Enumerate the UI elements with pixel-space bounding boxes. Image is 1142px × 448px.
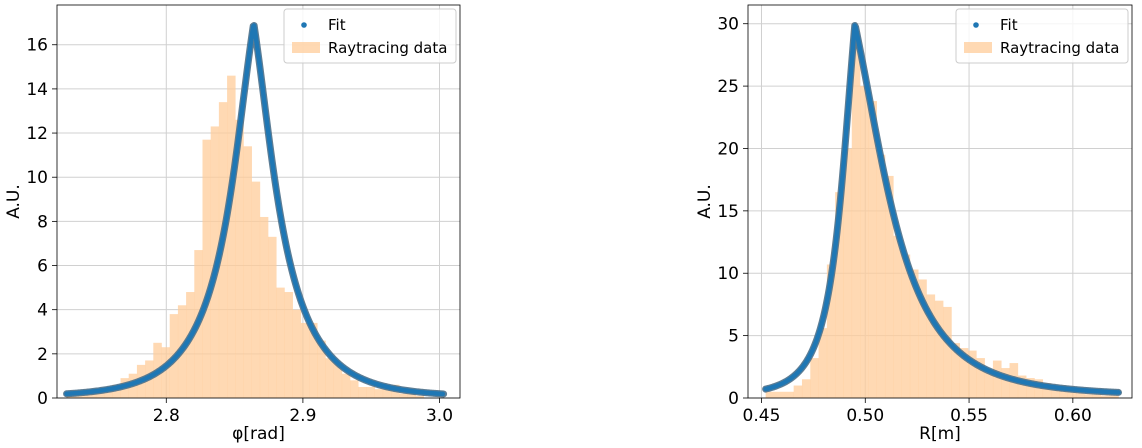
y-tick-label: 25 bbox=[717, 77, 739, 97]
x-tick-label: 2.9 bbox=[289, 406, 316, 426]
histogram-bar bbox=[260, 217, 268, 398]
y-tick-label: 5 bbox=[728, 327, 739, 347]
y-tick-label: 8 bbox=[37, 212, 48, 232]
histogram-bar bbox=[893, 236, 902, 398]
y-axis-label: A.U. bbox=[4, 184, 24, 219]
histogram-bar bbox=[202, 140, 210, 398]
legend: Fit Raytracing data bbox=[956, 9, 1128, 63]
legend-label: Raytracing data bbox=[1000, 39, 1119, 57]
histogram-bar bbox=[284, 292, 292, 398]
y-tick-label: 14 bbox=[26, 80, 48, 100]
histogram-bar bbox=[325, 358, 333, 398]
legend: Fit Raytracing data bbox=[284, 9, 456, 63]
legend-label: Fit bbox=[1000, 16, 1018, 34]
histogram-bar bbox=[993, 361, 1002, 398]
chart-1: 2.8 2.9 3.0 0 2 4 6 8 10 12 14 16 φ[rad] A.U. Fit Raytr… bbox=[4, 5, 460, 443]
histogram-bar bbox=[935, 301, 944, 398]
histogram-bar bbox=[366, 387, 374, 398]
fit-curve bbox=[766, 26, 1119, 393]
legend-marker-fit bbox=[301, 22, 307, 28]
y-tick-label: 12 bbox=[26, 124, 48, 144]
y-tick-label: 10 bbox=[26, 168, 48, 188]
y-tick-label: 20 bbox=[717, 139, 739, 159]
histogram-bar bbox=[985, 373, 994, 398]
histogram-bar bbox=[802, 379, 811, 398]
y-tick-label: 6 bbox=[37, 257, 48, 277]
histogram-bar bbox=[243, 146, 251, 398]
histogram-bar bbox=[301, 323, 309, 398]
legend-marker-raytracing bbox=[964, 42, 992, 53]
histogram-bar bbox=[293, 310, 301, 398]
histogram-bar bbox=[399, 394, 407, 398]
histogram-bar bbox=[227, 76, 235, 398]
legend-marker-raytracing bbox=[292, 42, 320, 53]
y-tick-label: 10 bbox=[717, 264, 739, 284]
histogram-bar bbox=[943, 307, 952, 398]
histogram-bar bbox=[766, 392, 794, 398]
chart-2: 0.45 0.50 0.55 0.60 0 5 10 15 20 25 30 R[m] A.U. Fit R… bbox=[695, 5, 1132, 443]
histogram-bar bbox=[794, 386, 803, 398]
histogram-bar bbox=[375, 389, 383, 398]
x-tick-label: 0.50 bbox=[846, 406, 884, 426]
y-tick-label: 4 bbox=[37, 301, 48, 321]
histogram-bar bbox=[276, 288, 284, 398]
x-axis-label: φ[rad] bbox=[232, 424, 285, 443]
legend-label: Fit bbox=[328, 16, 346, 34]
y-axis-label: A.U. bbox=[695, 184, 715, 219]
histogram-bar bbox=[877, 155, 886, 398]
y-tick-label: 2 bbox=[37, 345, 48, 365]
legend-label: Raytracing data bbox=[328, 39, 447, 57]
histogram-bar bbox=[358, 387, 366, 398]
x-tick-label: 0.60 bbox=[1054, 406, 1092, 426]
y-tick-label: 0 bbox=[728, 389, 739, 409]
y-tick-label: 30 bbox=[717, 15, 739, 35]
histogram-bar bbox=[342, 374, 350, 398]
x-tick-label: 2.8 bbox=[153, 406, 180, 426]
histogram-bar bbox=[268, 237, 276, 398]
histogram-bar bbox=[810, 358, 819, 398]
legend-marker-fit bbox=[973, 22, 979, 28]
y-tick-label: 0 bbox=[37, 389, 48, 409]
histogram-bar bbox=[1084, 394, 1093, 398]
x-axis-label: R[m] bbox=[919, 424, 961, 443]
x-tick-label: 0.45 bbox=[743, 406, 781, 426]
histogram-bar bbox=[252, 182, 260, 398]
histogram-bar bbox=[350, 380, 358, 398]
histogram-bar bbox=[860, 86, 869, 398]
y-tick-label: 15 bbox=[717, 202, 739, 222]
x-tick-label: 3.0 bbox=[426, 406, 453, 426]
x-tick-label: 0.55 bbox=[950, 406, 988, 426]
y-tick-label: 16 bbox=[26, 36, 48, 56]
